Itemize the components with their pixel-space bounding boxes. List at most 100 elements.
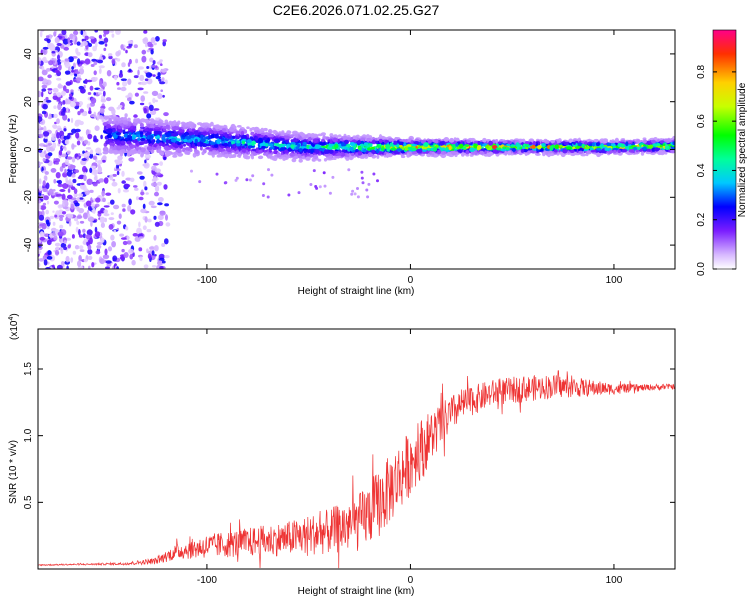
band-cell — [492, 145, 498, 150]
band-cell — [252, 140, 256, 145]
band-cell — [216, 139, 221, 145]
stray-cell — [215, 172, 219, 176]
band-cell — [273, 138, 280, 144]
band-cell — [324, 153, 330, 157]
spectrogram-y-ticks: -40 -20 0 20 40 — [23, 48, 675, 252]
noise-cell — [78, 68, 85, 75]
noise-cell — [125, 95, 130, 98]
noise-cell — [56, 264, 63, 269]
band-cell — [521, 138, 526, 143]
noise-cell — [117, 188, 121, 194]
band-cell — [672, 141, 675, 145]
band-cell — [240, 130, 245, 136]
noise-cell — [70, 89, 74, 93]
band-cell — [549, 145, 554, 151]
noise-cell — [146, 248, 149, 253]
noise-cell — [78, 193, 84, 197]
band-cell — [559, 144, 563, 148]
stray-cell — [261, 194, 265, 197]
noise-cell — [46, 200, 50, 205]
band-cell — [156, 138, 160, 144]
noise-cell — [41, 222, 47, 230]
band-cell — [118, 151, 123, 155]
band-cell — [200, 131, 207, 135]
noise-cell — [57, 103, 62, 111]
noise-cell — [72, 62, 76, 69]
noise-cell — [159, 266, 164, 269]
band-cell — [165, 124, 169, 130]
noise-cell — [110, 212, 114, 216]
noise-cell — [83, 84, 86, 89]
band-cell — [321, 138, 325, 143]
noise-cell — [87, 255, 93, 260]
band-cell — [158, 122, 164, 126]
noise-cell — [115, 51, 121, 57]
noise-cell — [54, 36, 60, 44]
noise-cell — [67, 188, 71, 193]
band-cell — [592, 142, 595, 147]
band-cell — [369, 153, 374, 157]
band-cell — [439, 141, 445, 146]
band-cell — [346, 143, 351, 148]
noise-cell — [146, 229, 152, 233]
noise-cell — [81, 158, 87, 161]
band-cell — [360, 143, 365, 148]
band-cell — [529, 149, 535, 154]
band-cell — [228, 153, 233, 159]
band-cell — [265, 131, 268, 136]
band-cell — [611, 143, 616, 147]
noise-cell — [116, 58, 121, 62]
noise-cell — [38, 178, 42, 185]
noise-cell — [46, 68, 51, 72]
band-cell — [341, 143, 346, 147]
noise-cell — [45, 219, 50, 225]
noise-cell — [109, 174, 114, 181]
band-cell — [300, 132, 305, 137]
noise-cell — [139, 256, 143, 262]
noise-cell — [73, 192, 78, 198]
band-cell — [279, 147, 286, 151]
noise-cell — [103, 213, 110, 217]
band-cell — [135, 146, 139, 151]
noise-cell — [119, 256, 124, 260]
noise-cell — [53, 235, 58, 241]
band-cell — [267, 143, 274, 147]
noise-cell — [162, 40, 166, 47]
band-cell — [328, 150, 334, 154]
noise-cell — [153, 234, 157, 241]
band-cell — [375, 145, 382, 148]
band-cell — [466, 139, 472, 144]
noise-cell — [86, 178, 93, 185]
band-cell — [411, 147, 417, 152]
band-cell — [223, 150, 228, 155]
noise-cell — [57, 183, 64, 188]
band-cell — [129, 150, 135, 155]
noise-cell — [144, 78, 149, 81]
band-cell — [221, 125, 224, 130]
noise-cell — [75, 77, 82, 81]
band-cell — [235, 130, 242, 135]
band-cell — [172, 144, 178, 147]
noise-cell — [117, 87, 122, 90]
noise-cell — [102, 159, 106, 163]
band-cell — [572, 141, 576, 145]
band-cell — [319, 141, 326, 146]
band-cell — [432, 147, 438, 152]
band-cell — [109, 145, 114, 149]
band-cell — [294, 133, 299, 138]
colorbar-gradient — [712, 29, 737, 270]
noise-cell — [43, 175, 48, 181]
noise-cell — [144, 216, 148, 223]
noise-cell — [79, 249, 85, 253]
noise-cell — [111, 181, 118, 187]
band-cell — [148, 128, 153, 133]
band-cell — [218, 148, 223, 153]
noise-cell — [80, 61, 83, 65]
band-cell — [413, 141, 420, 145]
noise-cell — [120, 44, 124, 50]
band-cell — [120, 138, 126, 142]
band-cell — [289, 134, 295, 138]
noise-cell — [63, 46, 69, 51]
noise-cell — [60, 135, 65, 141]
noise-cell — [103, 47, 107, 52]
